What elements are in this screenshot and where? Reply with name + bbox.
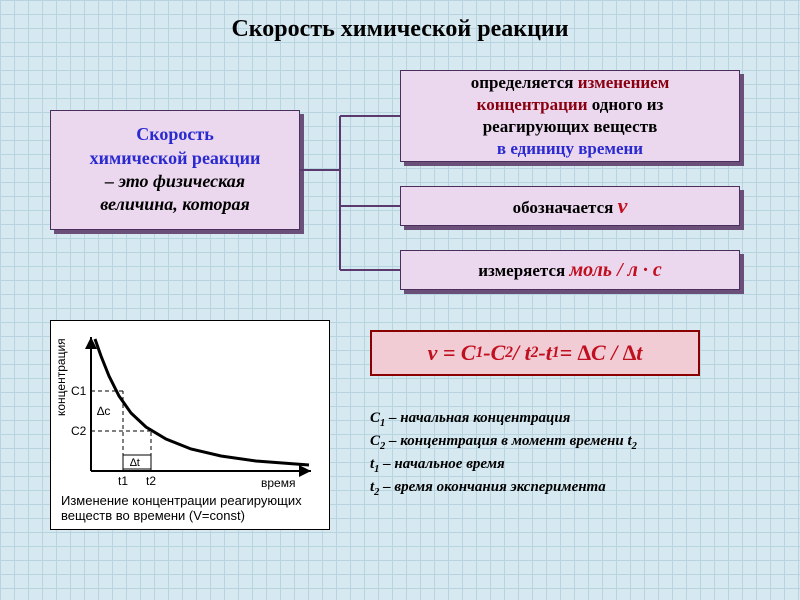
svg-text:C2: C2 (71, 424, 87, 438)
svg-text:t2: t2 (146, 474, 156, 488)
svg-text:∆c: ∆c (97, 404, 110, 418)
svg-text:t1: t1 (118, 474, 128, 488)
svg-text:C1: C1 (71, 384, 87, 398)
svg-text:время: время (261, 476, 295, 490)
chart-svg: концентрация время C1 C2 t1 t2 ∆c ∆t Изменение к… (51, 321, 331, 531)
svg-text:Изменение концентрации реагиру: Изменение концентрации реагирующихвещест… (61, 493, 302, 523)
svg-text:∆t: ∆t (130, 457, 140, 469)
formula-box: v = C1-C2 / t2-t1 = ∆C / ∆t (370, 330, 700, 376)
svg-text:концентрация: концентрация (54, 338, 68, 416)
variable-legend: С1 – начальная концентрацияС2 – концентр… (370, 410, 637, 502)
concentration-chart: концентрация время C1 C2 t1 t2 ∆c ∆t Изменение к… (50, 320, 330, 530)
